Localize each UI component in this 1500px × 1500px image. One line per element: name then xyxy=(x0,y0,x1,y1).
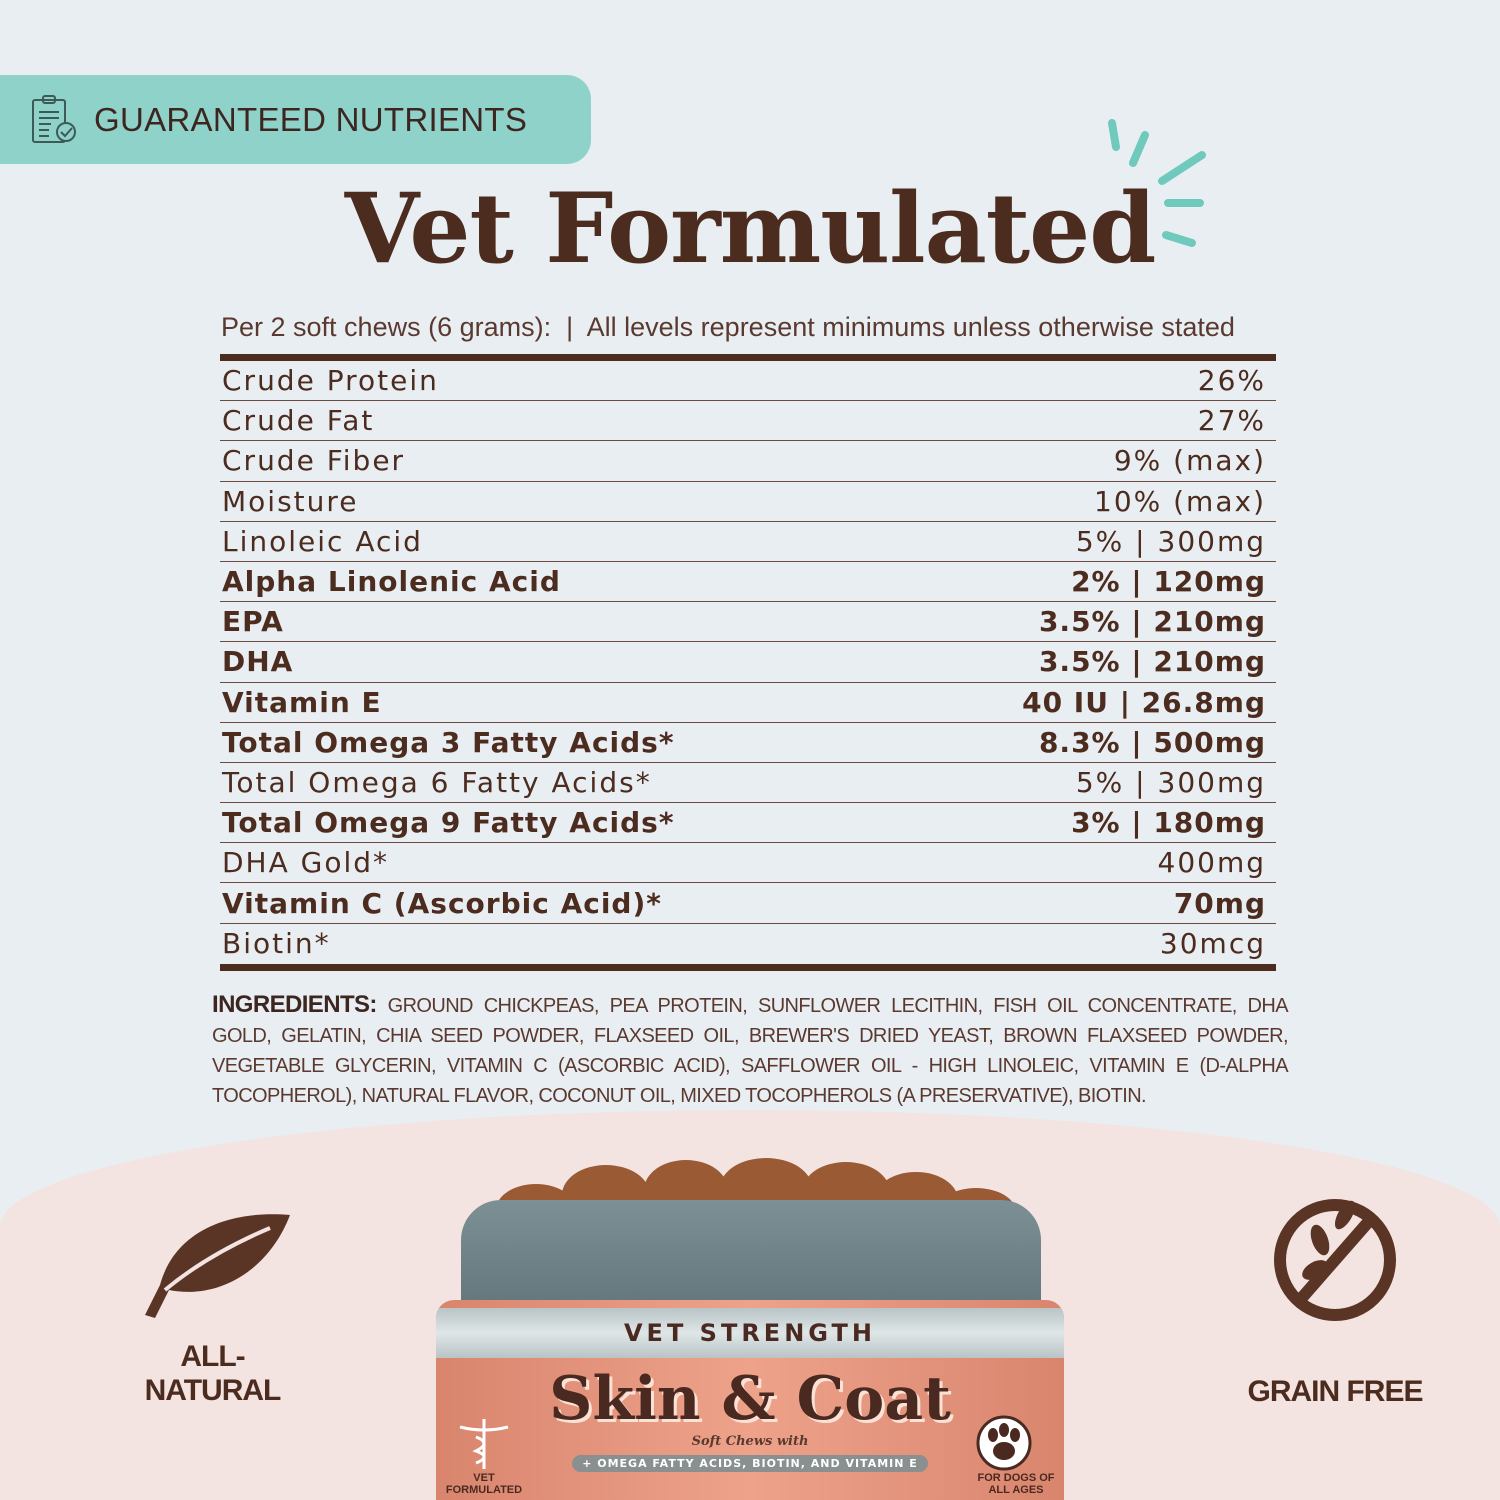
nutrient-value: 27% xyxy=(1197,404,1266,438)
product-jar: VET STRENGTH Skin & Coat Soft Chews with… xyxy=(436,1150,1064,1500)
nutrient-row: Biotin* 30mcg xyxy=(220,924,1276,964)
caduceus-icon xyxy=(459,1419,509,1469)
nutrient-value: 5% | 300mg xyxy=(1075,524,1266,558)
nutrient-name: Crude Fiber xyxy=(222,444,406,478)
nutrient-name: DHA Gold* xyxy=(222,846,390,880)
nutrient-row: EPA 3.5% | 210mg xyxy=(220,602,1276,643)
nutrient-name: Crude Protein xyxy=(222,364,439,398)
nutrient-row: Linoleic Acid 5% | 300mg xyxy=(220,522,1276,562)
product-pill: + OMEGA FATTY ACIDS, BIOTIN, AND VITAMIN… xyxy=(572,1455,928,1472)
nutrient-value: 9% (max) xyxy=(1113,444,1266,478)
nutrient-row: Vitamin C (Ascorbic Acid)* 70mg xyxy=(220,883,1276,924)
paw-icon xyxy=(976,1415,1032,1471)
nutrient-value: 8.3% | 500mg xyxy=(1038,725,1266,759)
nutrient-value: 5% | 300mg xyxy=(1075,765,1266,799)
nutrient-name: Biotin* xyxy=(222,927,331,961)
nutrient-row: Total Omega 6 Fatty Acids* 5% | 300mg xyxy=(220,763,1276,804)
grain-free-label: GRAIN FREE xyxy=(1247,1375,1423,1408)
nutrient-value: 70mg xyxy=(1173,886,1266,920)
guaranteed-nutrients-badge: GUARANTEED NUTRIENTS xyxy=(0,75,591,164)
product-subtitle: Soft Chews with xyxy=(691,1434,809,1449)
nutrient-value: 3.5% | 210mg xyxy=(1038,645,1266,679)
product-name: Skin & Coat xyxy=(549,1364,951,1434)
ingredients-text: GROUND CHICKPEAS, PEA PROTEIN, SUNFLOWER… xyxy=(212,995,1289,1107)
nutrient-name: Total Omega 6 Fatty Acids* xyxy=(222,765,652,799)
nutrient-row: Crude Protein 26% xyxy=(220,361,1276,402)
nutrient-name: Alpha Linolenic Acid xyxy=(222,565,561,599)
nutrient-value: 26% xyxy=(1197,364,1266,398)
jar-lid xyxy=(461,1200,1041,1310)
nutrient-value: 30mcg xyxy=(1159,927,1266,961)
nutrient-value: 3.5% | 210mg xyxy=(1038,605,1266,639)
nutrient-row: DHA Gold* 400mg xyxy=(220,843,1276,884)
nutrient-name: Total Omega 9 Fatty Acids* xyxy=(222,806,675,840)
nutrient-name: DHA xyxy=(222,645,294,679)
nutrient-name: Linoleic Acid xyxy=(222,524,423,558)
nutrient-row: Crude Fat 27% xyxy=(220,401,1276,442)
for-dogs-badge: FOR DOGS OF ALL AGES xyxy=(977,1472,1055,1496)
nutrient-value: 10% (max) xyxy=(1094,484,1266,518)
nutrient-value: 2% | 120mg xyxy=(1071,565,1266,599)
nutrient-value: 3% | 180mg xyxy=(1071,806,1266,840)
nutrient-name: Crude Fat xyxy=(222,404,375,438)
sparkle-decoration-icon xyxy=(1108,119,1206,247)
nutrient-value: 400mg xyxy=(1157,846,1266,880)
nutrient-name: Moisture xyxy=(222,484,359,518)
nutrient-row: Crude Fiber 9% (max) xyxy=(220,441,1276,482)
nutrient-value: 40 IU | 26.8mg xyxy=(1022,685,1266,719)
nutrient-row: Total Omega 9 Fatty Acids* 3% | 180mg xyxy=(220,803,1276,844)
nutrient-name: Total Omega 3 Fatty Acids* xyxy=(222,725,675,759)
no-grain-icon xyxy=(1274,1199,1396,1321)
nutrient-name: EPA xyxy=(222,605,284,639)
nutrient-row: Alpha Linolenic Acid 2% | 120mg xyxy=(220,562,1276,603)
nutrient-table: Crude Protein 26% Crude Fat 27% Crude Fiber 9… xyxy=(220,354,1276,971)
nutrient-name: Vitamin E xyxy=(222,685,382,719)
jar-label: VET STRENGTH Skin & Coat Soft Chews with… xyxy=(436,1300,1064,1500)
ingredients-label: INGREDIENTS: xyxy=(212,991,377,1018)
page-title: Vet Formulated xyxy=(344,172,1157,285)
nutrient-row: Total Omega 3 Fatty Acids* 8.3% | 500mg xyxy=(220,723,1276,763)
serving-note: Per 2 soft chews (6 grams): | All levels… xyxy=(221,312,1235,342)
vet-formulated-badge: VET FORMULATED xyxy=(445,1472,523,1496)
clipboard-check-icon xyxy=(32,94,76,143)
badge-label: GUARANTEED NUTRIENTS xyxy=(94,100,528,138)
leaf-icon xyxy=(145,1214,290,1318)
nutrient-name: Vitamin C (Ascorbic Acid)* xyxy=(222,886,662,920)
ingredients: INGREDIENTS: GROUND CHICKPEAS, PEA PROTE… xyxy=(212,990,1289,1111)
nutrient-row: DHA 3.5% | 210mg xyxy=(220,642,1276,683)
all-natural-label: ALL- NATURAL xyxy=(144,1340,282,1407)
nutrient-row: Vitamin E 40 IU | 26.8mg xyxy=(220,683,1276,723)
nutrient-row: Moisture 10% (max) xyxy=(220,482,1276,522)
vet-strength-band: VET STRENGTH xyxy=(436,1308,1064,1358)
